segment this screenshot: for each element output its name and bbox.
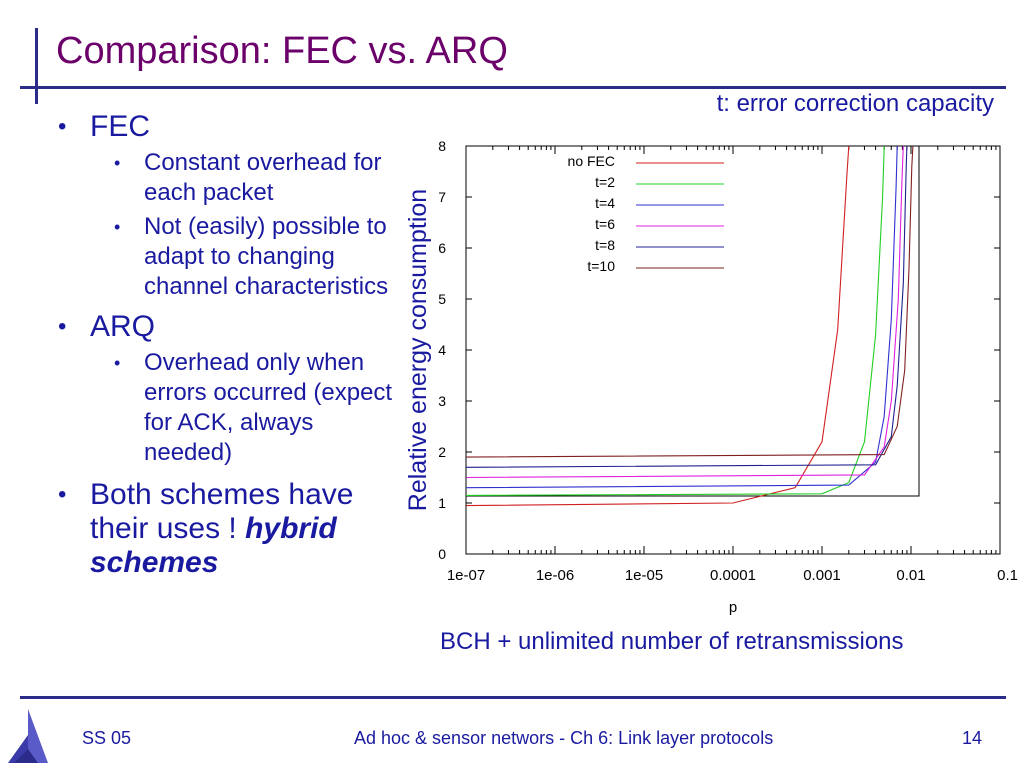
- title-accent-bar: [35, 28, 38, 104]
- plot-frame: [465, 145, 1001, 555]
- legend-label: no FEC: [568, 153, 615, 169]
- legend-label: t=2: [595, 174, 615, 190]
- title-divider: [20, 86, 1006, 89]
- y-tick-label: 4: [438, 342, 446, 358]
- bullet-fec-sub-2: Not (easily) possible to adapt to changi…: [112, 212, 401, 302]
- legend-label: t=8: [595, 237, 615, 253]
- bullet-list: FEC Constant overhead for each packet No…: [56, 108, 401, 580]
- bullet-fec-sub-1: Constant overhead for each packet: [112, 148, 401, 208]
- legend-label: t=4: [595, 195, 615, 211]
- energy-chart: 0 1 2 3 4 5 6 7 8 1e-07 1e-06 1e-05 0.0001 0.001 0.01 0…: [404, 138, 1018, 616]
- x-tick-label: 1e-05: [625, 567, 663, 584]
- y-tick-label: 5: [438, 291, 446, 307]
- footer-course: Ad hoc & sensor networs - Ch 6: Link lay…: [354, 728, 774, 748]
- series-line-t-8: [465, 145, 908, 468]
- series-line-no-fec: [465, 145, 850, 507]
- footer-divider: [20, 696, 1006, 699]
- x-tick-label: 1e-06: [536, 567, 574, 584]
- y-axis-label: Relative energy consumption: [404, 189, 432, 511]
- series-line-t-2: [465, 145, 885, 496]
- y-tick-label: 3: [438, 393, 446, 409]
- y-tick-label: 7: [438, 189, 446, 205]
- bullet-both-emphasis: hybrid schemes: [90, 512, 337, 579]
- x-tick-label: 0.1: [997, 567, 1018, 584]
- bullet-arq-sub-1: Overhead only when errors occurred (expe…: [112, 348, 401, 468]
- series-line-t-4: [465, 145, 898, 489]
- bullet-fec: FEC: [56, 110, 401, 144]
- series-line-t-10: [465, 145, 914, 458]
- x-tick-label: 0.01: [896, 567, 925, 584]
- legend-label: t=10: [587, 258, 615, 274]
- series-line-t-6: [465, 145, 904, 479]
- slide-title: Comparison: FEC vs. ARQ: [56, 30, 508, 72]
- footer-page-number: 14: [962, 728, 983, 748]
- y-tick-label: 6: [438, 240, 446, 256]
- y-tick-label: 2: [438, 444, 446, 460]
- x-tick-label: 0.0001: [710, 567, 756, 584]
- legend-box: [465, 145, 920, 497]
- y-tick-label: 1: [438, 495, 446, 511]
- legend-label: t=6: [595, 216, 615, 232]
- bullet-both: Both schemes have their uses ! hybrid sc…: [56, 478, 401, 580]
- bullet-both-text: Both schemes have their uses !: [90, 478, 354, 545]
- capacity-note: t: error correction capacity: [716, 90, 994, 117]
- x-tick-label: 1e-07: [447, 567, 485, 584]
- x-tick-label: 0.001: [803, 567, 841, 584]
- university-logo: [4, 705, 52, 770]
- y-tick-label: 0: [438, 546, 446, 562]
- chart-caption: BCH + unlimited number of retransmission…: [440, 628, 904, 655]
- footer-semester: SS 05: [82, 728, 132, 748]
- y-tick-label: 8: [438, 138, 446, 154]
- x-axis-label: p: [729, 599, 737, 616]
- bullet-arq: ARQ: [56, 310, 401, 344]
